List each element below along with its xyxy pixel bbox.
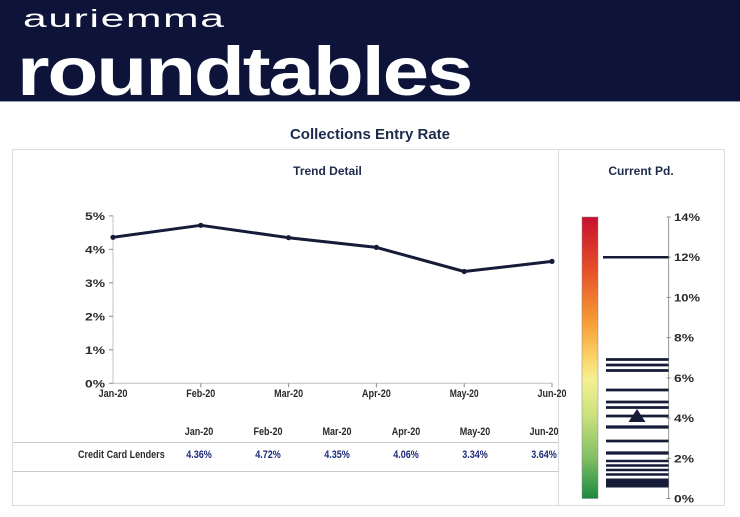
svg-text:2%: 2% [85,311,105,323]
svg-text:12%: 12% [674,252,700,264]
svg-text:4%: 4% [674,413,694,425]
svg-text:Feb-20: Feb-20 [186,388,215,400]
svg-text:10%: 10% [674,292,700,304]
svg-text:Jan-20: Jan-20 [99,388,128,400]
svg-text:3%: 3% [85,278,105,290]
svg-text:14%: 14% [674,212,700,224]
svg-text:Mar-20: Mar-20 [274,388,303,400]
svg-text:May-20: May-20 [450,388,479,400]
svg-text:4%: 4% [85,244,105,256]
svg-text:8%: 8% [674,333,694,345]
svg-text:1%: 1% [85,345,105,357]
svg-text:6%: 6% [674,373,694,385]
svg-text:2%: 2% [674,453,694,465]
svg-text:Apr-20: Apr-20 [362,388,391,400]
svg-text:0%: 0% [674,494,694,506]
svg-text:5%: 5% [85,211,105,223]
